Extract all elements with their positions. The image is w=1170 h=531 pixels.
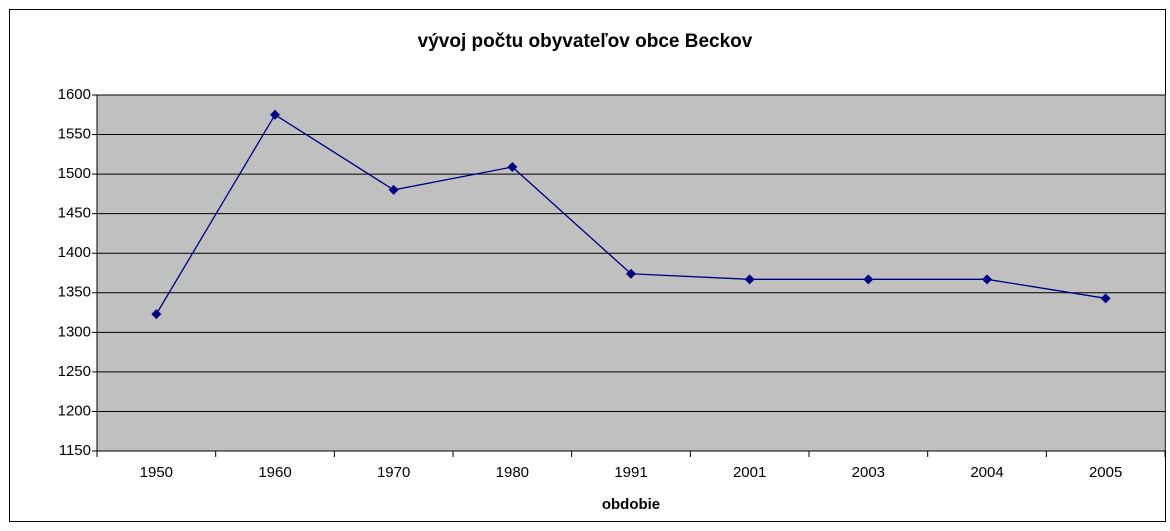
marker — [507, 161, 518, 172]
y-tick-label: 1500 — [58, 165, 91, 182]
x-axis-label: obdobie — [602, 496, 660, 513]
x-tick-label: 1960 — [258, 464, 291, 481]
y-tick-label: 1450 — [58, 205, 91, 222]
x-tick-label: 1980 — [496, 464, 529, 481]
marker — [863, 274, 874, 285]
y-tick-label: 1600 — [58, 86, 91, 103]
marker — [270, 109, 280, 120]
marker — [151, 309, 162, 320]
x-tick-label: 2005 — [1089, 464, 1122, 481]
y-tick-label: 1150 — [59, 442, 91, 459]
x-tick-label: 2004 — [970, 464, 1003, 481]
x-tick-label: 1991 — [614, 464, 647, 481]
marker — [626, 268, 636, 279]
x-tick-label: 2003 — [852, 464, 885, 481]
y-tick-label: 1250 — [58, 363, 91, 380]
y-tick-label: 1550 — [58, 126, 91, 143]
marker — [982, 274, 992, 285]
marker — [744, 274, 755, 285]
y-tick-label: 1300 — [58, 323, 91, 340]
y-tick-label: 1400 — [58, 244, 91, 261]
x-tick-label: 1950 — [140, 464, 173, 481]
x-tick-label: 1970 — [377, 464, 410, 481]
marker — [1100, 293, 1111, 304]
chart-title: vývoj počtu obyvateľov obce Beckov — [418, 31, 753, 52]
marker — [388, 184, 399, 195]
x-tick-label: 2001 — [733, 464, 766, 481]
y-tick-label: 1200 — [58, 402, 91, 419]
y-tick-label: 1350 — [58, 284, 91, 301]
